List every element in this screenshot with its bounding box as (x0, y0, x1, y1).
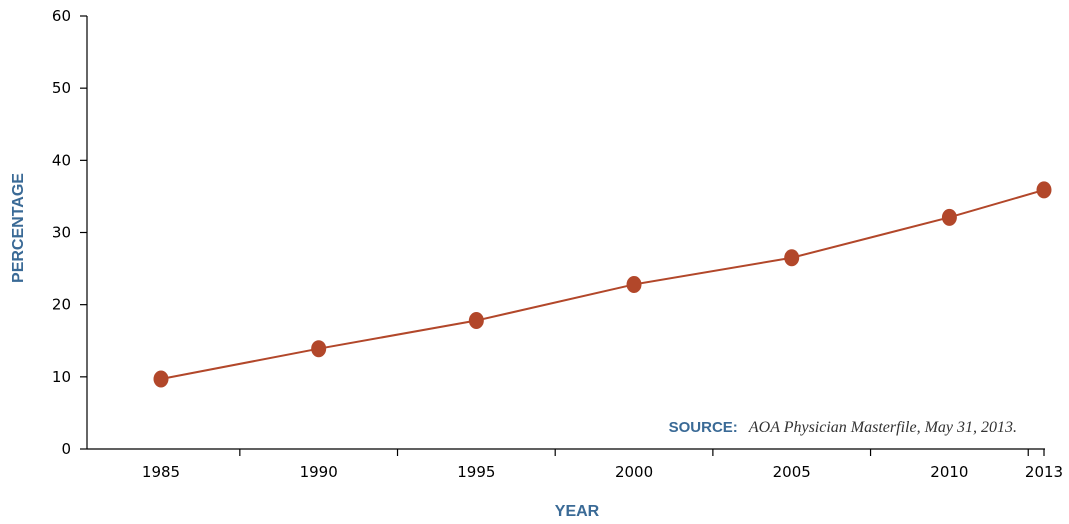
y-tick-label: 50 (52, 79, 71, 97)
data-point (941, 208, 957, 226)
y-tick-label: 10 (52, 368, 71, 386)
x-tick-label: 2013 (1025, 463, 1063, 481)
data-point (784, 249, 800, 267)
y-tick-label: 30 (52, 224, 71, 242)
y-axis-ticks: 0 10 20 30 40 50 60 (52, 7, 87, 458)
x-axis-title: YEAR (555, 503, 600, 520)
data-point (1036, 181, 1052, 199)
x-tick-label: 1985 (142, 463, 180, 481)
y-tick-label: 60 (52, 7, 71, 25)
x-tick-label: 2005 (773, 463, 811, 481)
x-tick-label: 2010 (930, 463, 968, 481)
x-tick-label: 2000 (615, 463, 653, 481)
source-text: AOA Physician Masterfile, May 31, 2013. (748, 419, 1017, 436)
source-annotation: SOURCE: AOA Physician Masterfile, May 31… (669, 417, 1017, 436)
y-tick-label: 20 (52, 296, 71, 314)
y-tick-label: 0 (61, 440, 71, 458)
axes (86, 16, 1045, 450)
y-tick-label: 40 (52, 151, 71, 169)
data-point (468, 312, 484, 330)
x-tick-label: 1990 (300, 463, 338, 481)
series-line (160, 188, 1045, 380)
source-prefix: SOURCE: (669, 419, 738, 436)
data-point (626, 275, 642, 293)
x-tick-label: 1995 (457, 463, 495, 481)
data-point (153, 370, 169, 388)
x-axis-ticks: 1985 1990 1995 2000 2005 2010 2013 (142, 449, 1063, 481)
y-axis-title: PERCENTAGE (10, 173, 27, 283)
data-point (311, 340, 327, 358)
series-layer (153, 181, 1052, 388)
